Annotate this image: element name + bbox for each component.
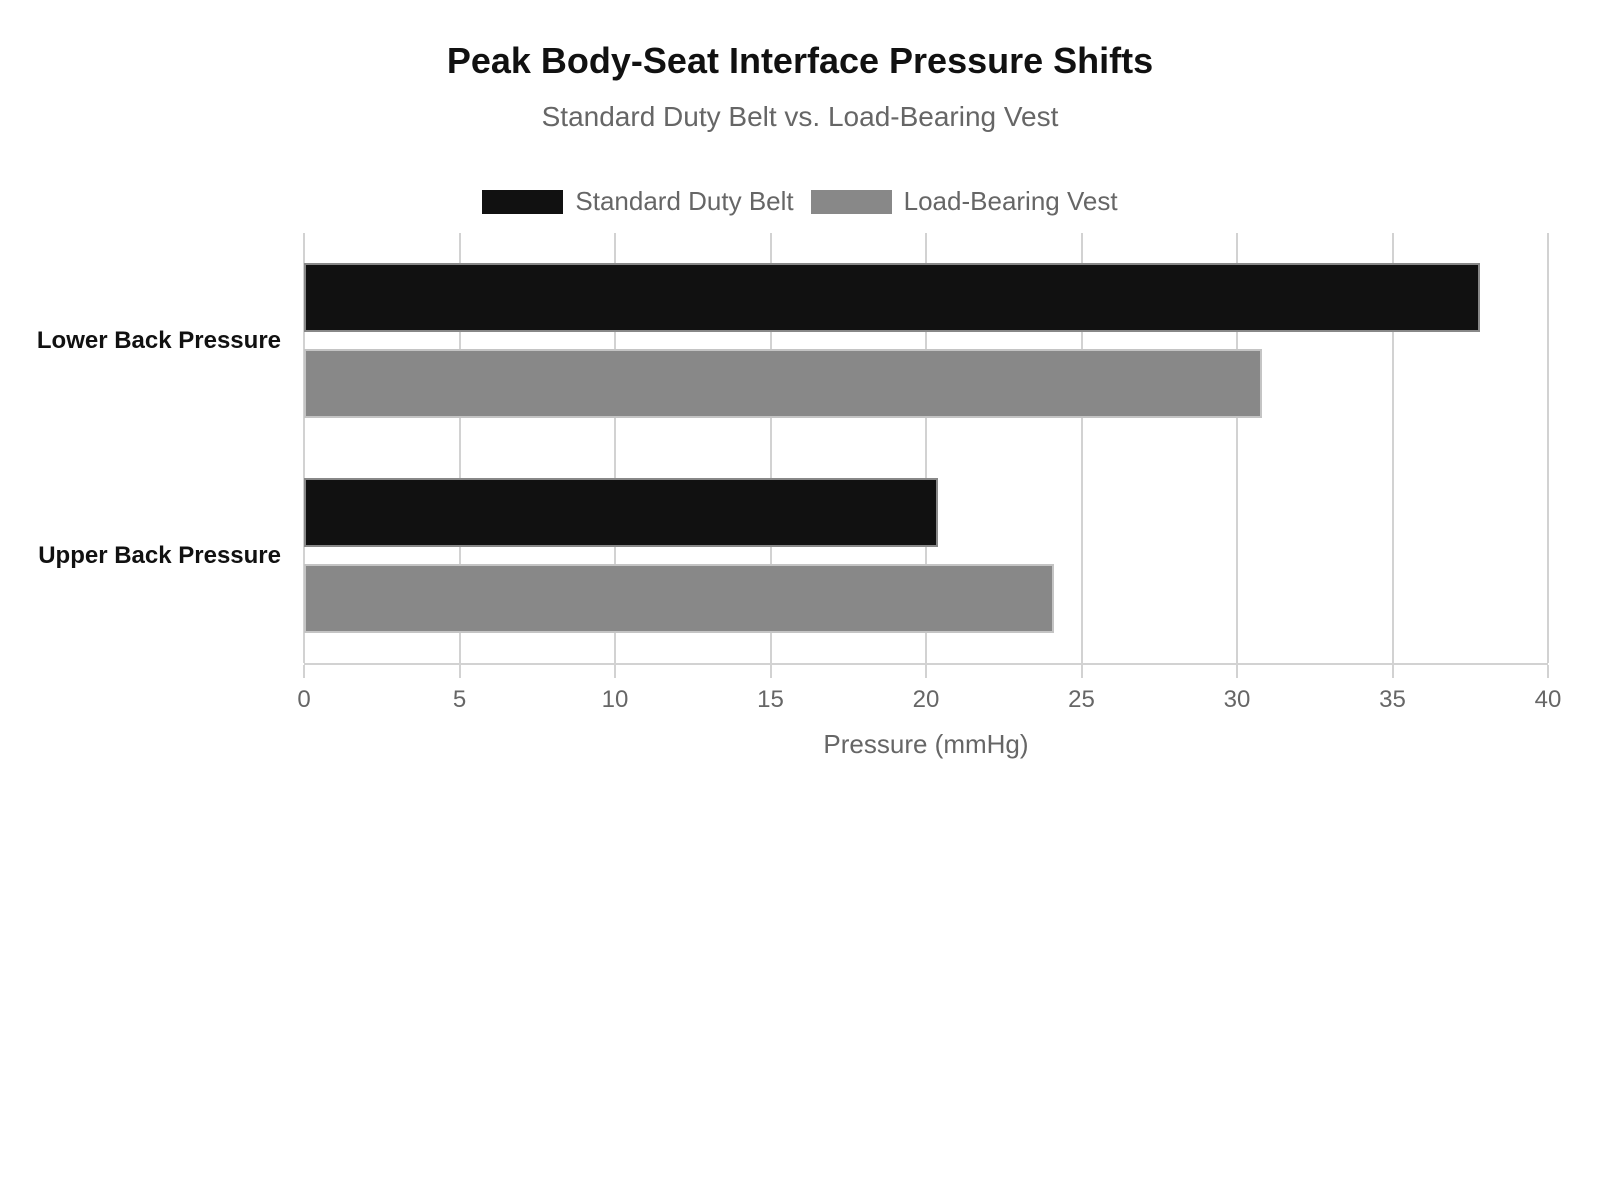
x-gridline [1080, 233, 1083, 663]
category-label: Lower Back Pressure [36, 326, 281, 354]
x-gridline [458, 233, 461, 663]
x-axis-tick-label: 25 [1068, 686, 1095, 713]
x-axis-tick-mark [1080, 665, 1083, 678]
x-axis-tick-mark [458, 665, 461, 678]
bar-belt-0[interactable] [304, 262, 1480, 332]
legend-swatch [482, 189, 564, 214]
x-gridline [614, 233, 616, 663]
legend-item[interactable]: Standard Duty Belt [482, 186, 794, 217]
x-gridline [303, 233, 305, 663]
legend-swatch [810, 189, 892, 214]
x-axis-tick-label: 20 [912, 686, 940, 713]
x-gridline [925, 233, 927, 663]
legend-label: Load-Bearing Vest [903, 186, 1118, 216]
plot-area [303, 233, 1549, 678]
x-axis-tick-label: 10 [601, 686, 629, 713]
x-axis-tick-label: 35 [1379, 686, 1406, 713]
x-axis-tick-label: 40 [1534, 686, 1562, 713]
x-axis-title: Pressure (mmHg) [823, 729, 1029, 759]
x-axis-tick-label: 15 [757, 686, 784, 713]
x-axis-tick-labels: 0 5 10 15 20 25 30 35 40 [297, 686, 1561, 716]
x-axis-tick-mark [1236, 665, 1238, 678]
x-axis-tick-label: 30 [1223, 686, 1251, 713]
bar-belt-1[interactable] [304, 477, 939, 547]
chart-subtitle: Standard Duty Belt vs. Load-Bearing Vest [541, 101, 1059, 132]
x-axis-tick-label: 5 [452, 686, 467, 713]
bar-vest-0[interactable] [304, 349, 1262, 419]
y-axis-category-labels: Lower Back Pressure Upper Back Pressure [0, 233, 281, 663]
chart-legend: Standard Duty Belt Load-Bearing Vest [0, 186, 1600, 217]
x-axis-tick-mark [769, 665, 772, 678]
x-axis-tick-mark [303, 665, 305, 678]
x-axis-tick-label: 0 [297, 686, 311, 713]
x-gridline [1236, 233, 1238, 663]
x-gridline [769, 233, 772, 663]
x-axis-tick-mark [1391, 665, 1394, 678]
x-axis-tick-mark [925, 665, 927, 678]
x-axis-line [304, 663, 1548, 665]
x-gridline [1547, 233, 1549, 663]
chart-title: Peak Body-Seat Interface Pressure Shifts [446, 40, 1154, 81]
legend-item[interactable]: Load-Bearing Vest [810, 186, 1118, 217]
legend-label: Standard Duty Belt [575, 186, 794, 216]
x-gridline [1391, 233, 1394, 663]
x-axis-tick-mark [614, 665, 616, 678]
category-label: Upper Back Pressure [38, 541, 281, 569]
bar-vest-1[interactable] [304, 564, 1054, 634]
x-axis-tick-mark [1547, 665, 1549, 678]
